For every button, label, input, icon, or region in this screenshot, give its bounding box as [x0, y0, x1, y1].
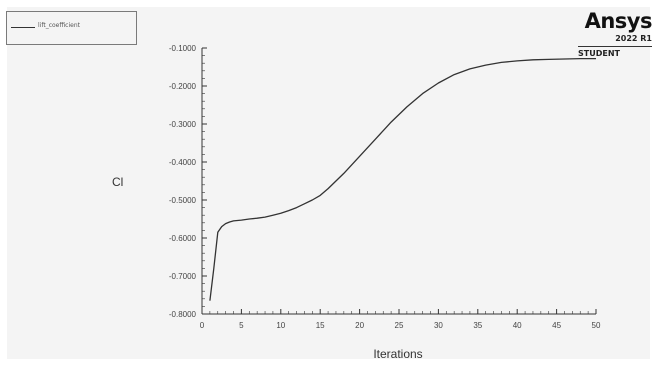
- brand-version: 2022 R1: [615, 34, 652, 43]
- x-tick-label: 10: [276, 321, 285, 330]
- y-tick-label: -0.3000: [169, 120, 197, 129]
- x-tick-label: 25: [395, 321, 404, 330]
- ansys-watermark: Ansys 2022 R1 STUDENT: [578, 9, 653, 59]
- x-tick-label: 50: [592, 321, 601, 330]
- x-tick-label: 0: [200, 321, 205, 330]
- series-lines: [209, 57, 596, 301]
- legend[interactable]: lift_coefficient: [6, 11, 137, 45]
- y-axis-title: Cl: [112, 175, 123, 189]
- x-tick-label: 30: [434, 321, 443, 330]
- x-tick-label: 45: [552, 321, 561, 330]
- y-tick-label: -0.4000: [169, 158, 197, 167]
- brand-edition: STUDENT: [578, 49, 620, 58]
- x-axis-title: Iterations: [373, 347, 422, 361]
- x-tick-label: 20: [355, 321, 364, 330]
- y-tick-label: -0.1000: [169, 44, 197, 53]
- y-tick-label: -0.8000: [169, 310, 197, 319]
- axes: -0.1000 -0.2000 -0.3000 -0.4000 -0.5000 -0.60…: [169, 44, 601, 330]
- x-tick-label: 15: [316, 321, 325, 330]
- series-line-lift_coefficient: [209, 57, 596, 301]
- x-tick-label: 5: [239, 321, 244, 330]
- legend-label: lift_coefficient: [38, 22, 80, 29]
- brand-divider: [578, 46, 652, 47]
- y-tick-label: -0.2000: [169, 82, 197, 91]
- y-tick-label: -0.5000: [169, 196, 197, 205]
- y-tick-label: -0.6000: [169, 234, 197, 243]
- y-tick-label: -0.7000: [169, 272, 197, 281]
- x-tick-label: 35: [473, 321, 482, 330]
- plot-panel: [7, 7, 650, 359]
- x-tick-label: 40: [513, 321, 522, 330]
- legend-line-swatch: [11, 27, 35, 28]
- brand-name: Ansys: [584, 9, 653, 33]
